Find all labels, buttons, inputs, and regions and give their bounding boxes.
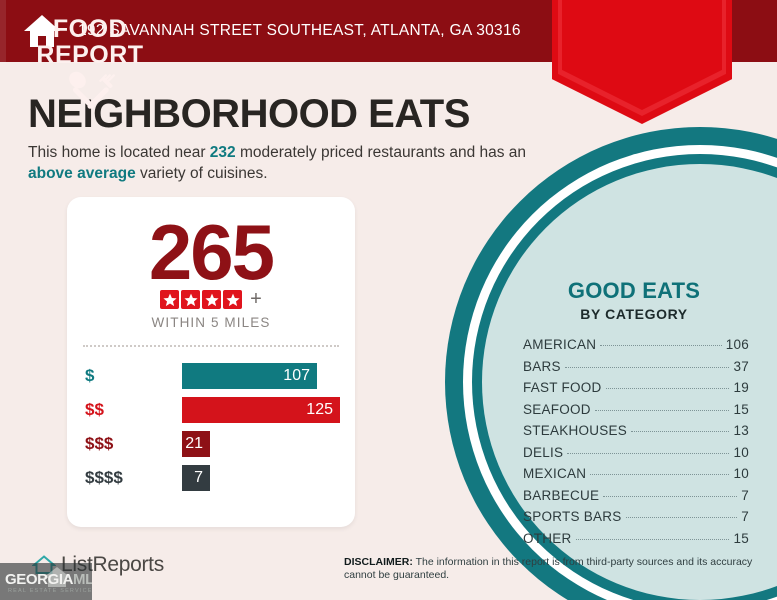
- category-row: BARBECUE 7: [523, 485, 749, 507]
- price-tier-label: $$$: [85, 434, 114, 453]
- price-tier-bar: 107: [182, 363, 317, 389]
- price-tier-bar-track: 21: [182, 431, 340, 457]
- watermark-mls: MLS: [73, 571, 92, 588]
- category-name: BARS: [523, 358, 561, 374]
- price-tier-label: $$: [85, 400, 104, 419]
- category-dot-leader: [590, 474, 730, 475]
- category-row: DELIS 10: [523, 442, 749, 464]
- good-eats-panel: GOOD EATS BY CATEGORY AMERICAN 106 BARS 37 F…: [505, 278, 763, 549]
- price-tier-bar-row: $$ 125: [67, 393, 355, 427]
- page-title: NEIGHBORHOOD EATS: [28, 92, 470, 136]
- price-tier-bar: 7: [182, 465, 210, 491]
- subtitle-part1: This home is located near: [28, 144, 210, 161]
- category-name: DELIS: [523, 444, 564, 460]
- restaurant-count: 265: [148, 208, 275, 296]
- category-row: AMERICAN 106: [523, 334, 749, 356]
- badge-title-line2: REPORT: [36, 41, 144, 69]
- badge-title: FOOD REPORT: [0, 16, 180, 68]
- category-row: FAST FOOD 19: [523, 377, 749, 399]
- category-row: STEAKHOUSES 13: [523, 420, 749, 442]
- star-icon: [160, 290, 180, 309]
- category-dot-leader: [605, 388, 730, 389]
- price-tier-bar-row: $107: [67, 359, 355, 393]
- category-dot-leader: [625, 517, 738, 518]
- category-name: BARBECUE: [523, 487, 600, 503]
- within-radius-label: WITHIN 5 MILES: [151, 315, 271, 330]
- price-tier-bar-row: $$$$ 7: [67, 461, 355, 495]
- category-dot-leader: [564, 366, 730, 368]
- category-row: SEAFOOD 15: [523, 399, 749, 421]
- category-value: 37: [733, 358, 749, 374]
- restaurant-stats-card: 265 + WITHIN 5 MILES $107 $$ 125 $$$ 21 $$$$ 7: [67, 197, 355, 527]
- category-row: BARS 37: [523, 356, 749, 378]
- subtitle-part3: variety of cuisines.: [135, 165, 268, 182]
- watermark-subtitle: REAL ESTATE SERVICES: [8, 588, 92, 594]
- category-value: 7: [741, 487, 749, 503]
- category-value: 19: [733, 380, 749, 395]
- category-dot-leader: [594, 409, 730, 411]
- category-dot-leader: [603, 495, 738, 497]
- category-dot-leader: [600, 345, 722, 346]
- star-icon: [223, 290, 243, 309]
- category-value: 13: [733, 423, 749, 438]
- category-list: AMERICAN 106 BARS 37 FAST FOOD 19 SEAFOOD 15 STE…: [505, 334, 763, 549]
- page-subtitle: This home is located near 232 moderately…: [28, 142, 558, 184]
- price-tier-label: $: [85, 366, 95, 385]
- watermark-house-icon: [43, 567, 71, 587]
- price-tier-bar-track: 107: [182, 363, 340, 389]
- subtitle-count: 232: [209, 144, 236, 161]
- star-icon: [202, 290, 222, 309]
- property-address: 192 SAVANNAH STREET SOUTHEAST, ATLANTA, …: [78, 22, 521, 39]
- category-value: 10: [733, 444, 749, 460]
- category-row: MEXICAN 10: [523, 463, 749, 485]
- price-tier-label: $$$$: [85, 468, 123, 487]
- subtitle-part2: moderately priced restaurants and has an: [235, 144, 527, 161]
- category-value: 7: [741, 509, 749, 524]
- spoon-fork-icon: [69, 71, 115, 109]
- price-tier-bar: 21: [182, 431, 210, 457]
- house-icon: [24, 15, 60, 47]
- category-value: 15: [733, 530, 749, 546]
- watermark-georgia: GEORGIA: [5, 571, 74, 588]
- category-value: 10: [733, 466, 749, 481]
- category-name: MEXICAN: [523, 466, 587, 481]
- category-name: STEAKHOUSES: [523, 423, 628, 438]
- category-dot-leader: [567, 452, 730, 454]
- subtitle-rating: above average: [28, 165, 136, 182]
- disclaimer: DISCLAIMER: The information in this repo…: [344, 556, 769, 582]
- category-row: SPORTS BARS 7: [523, 506, 749, 528]
- price-tier-bar-track: 125: [182, 397, 340, 423]
- food-report-badge: [552, 0, 732, 124]
- category-dot-leader: [631, 431, 730, 432]
- category-name: AMERICAN: [523, 337, 597, 352]
- category-value: 106: [725, 337, 749, 352]
- star-icon: [181, 290, 201, 309]
- category-name: OTHER: [523, 530, 572, 546]
- card-divider: [83, 345, 339, 347]
- category-value: 15: [733, 401, 749, 417]
- category-dot-leader: [575, 538, 730, 540]
- category-name: SEAFOOD: [523, 401, 591, 417]
- price-tier-bar-track: 7: [182, 465, 340, 491]
- disclaimer-label: DISCLAIMER:: [344, 556, 413, 568]
- category-name: SPORTS BARS: [523, 509, 622, 524]
- badge-core: [562, 0, 722, 110]
- good-eats-subtitle: BY CATEGORY: [580, 306, 688, 322]
- price-tier-bar: 125: [182, 397, 340, 423]
- watermark-title: GEORGIAMLS: [5, 571, 92, 588]
- category-row: OTHER 15: [523, 528, 749, 550]
- price-tier-bar-row: $$$ 21: [67, 427, 355, 461]
- georgia-mls-watermark: GEORGIAMLS REAL ESTATE SERVICES: [0, 563, 92, 600]
- badge-title-line1: FOOD: [52, 15, 128, 43]
- star-plus-label: +: [250, 288, 262, 310]
- disclaimer-text: The information in this report is from t…: [344, 556, 753, 581]
- category-name: FAST FOOD: [523, 380, 602, 395]
- star-rating: +: [67, 288, 355, 310]
- good-eats-title: GOOD EATS: [567, 278, 701, 303]
- price-tier-bar-chart: $107 $$ 125 $$$ 21 $$$$ 7: [67, 359, 355, 495]
